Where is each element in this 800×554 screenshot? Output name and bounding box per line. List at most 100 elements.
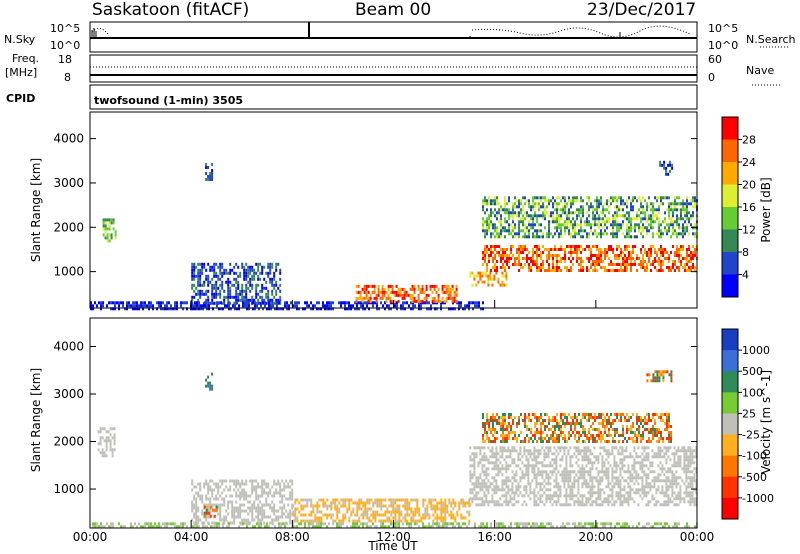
data-cell-region-4 xyxy=(410,519,413,523)
data-cell-region-7 xyxy=(488,217,490,221)
data-cell-region-3 xyxy=(254,307,256,311)
data-cell-region-2 xyxy=(283,494,286,498)
data-cell-region-2 xyxy=(191,265,194,269)
data-cell-region-5 xyxy=(587,446,590,450)
data-cell-region-3 xyxy=(430,304,432,308)
data-cell-region-6 xyxy=(570,428,572,431)
data-cell-region-5 xyxy=(573,470,576,474)
data-cell-region-2 xyxy=(237,479,240,483)
data-cell-region-5 xyxy=(679,485,682,489)
data-cell-region-7 xyxy=(528,199,530,203)
data-cell-region-7 xyxy=(572,211,574,215)
data-cell-region-5 xyxy=(595,491,598,495)
data-cell-region-2 xyxy=(275,488,278,492)
data-cell-region-4 xyxy=(322,501,325,505)
data-cell-region-6 xyxy=(508,266,510,269)
data-cell-region-5 xyxy=(555,491,558,495)
data-cell-region-5 xyxy=(583,473,586,477)
data-cell-region-5 xyxy=(563,485,566,489)
data-cell-region-5 xyxy=(683,464,686,468)
data-cell-region-6 xyxy=(552,257,554,260)
data-cell-region-2 xyxy=(273,274,276,278)
data-cell-region-3 xyxy=(202,307,204,311)
data-cell-region-5 xyxy=(547,449,550,453)
data-cell-region-4 xyxy=(360,498,363,502)
data-cell-region-2 xyxy=(231,521,234,525)
data-cell-region-2 xyxy=(251,512,254,516)
data-cell-region-5 xyxy=(549,482,552,486)
data-cell-region-5 xyxy=(623,455,626,459)
data-cell-region-2 xyxy=(219,277,222,281)
data-cell-region-6 xyxy=(644,269,646,272)
data-cell-region-7 xyxy=(564,205,566,209)
data-cell-region-4 xyxy=(362,501,365,505)
cpid-value: twofsound (1-min) 3505 xyxy=(94,94,243,107)
data-cell-region-7 xyxy=(528,232,530,236)
data-cell-region-5 xyxy=(645,452,648,456)
data-cell-region-4 xyxy=(409,293,412,297)
data-cell-region-3 xyxy=(140,304,142,308)
data-cell-region-7 xyxy=(528,214,530,218)
data-cell-region-3 xyxy=(114,304,116,308)
data-cell-region-5 xyxy=(555,482,558,486)
data-cell-region-7 xyxy=(684,220,686,224)
data-cell-region-6 xyxy=(656,251,658,254)
data-cell-region-5 xyxy=(557,494,560,498)
data-cell-region-5 xyxy=(545,500,548,504)
data-cell-region-6 xyxy=(518,263,520,266)
data-cell-region-2 xyxy=(249,500,252,504)
data-cell-region-5 xyxy=(617,485,620,489)
data-cell-region-6 xyxy=(486,248,488,251)
data-cell-region-7 xyxy=(598,223,600,227)
data-cell-region-4 xyxy=(404,519,407,523)
data-cell-region-6 xyxy=(512,419,514,422)
data-cell-region-7 xyxy=(634,226,636,230)
data-cell-region-2 xyxy=(241,292,244,296)
data-cell-region-5 xyxy=(625,446,628,450)
data-cell-region-7 xyxy=(486,223,488,227)
data-cell-region-6 xyxy=(630,254,632,257)
data-cell-region-7 xyxy=(548,199,550,203)
data-cell-region-2 xyxy=(281,479,284,483)
data-cell-region-2 xyxy=(271,262,274,266)
data-cell-region-4 xyxy=(314,516,317,520)
data-cell-region-5 xyxy=(533,446,536,450)
data-cell-region-2 xyxy=(199,488,202,492)
data-cell-region-4 xyxy=(408,501,411,505)
data-cell-region-5 xyxy=(493,461,496,465)
data-cell-region-5 xyxy=(477,446,480,450)
data-cell-region-4 xyxy=(398,498,401,502)
data-cell-region-2 xyxy=(203,292,206,296)
data-cell-region-4 xyxy=(365,284,368,288)
data-cell-region-6 xyxy=(606,269,608,272)
data-cell-region-6 xyxy=(624,263,626,266)
data-cell-region-4 xyxy=(425,293,428,297)
data-cell-region-3 xyxy=(148,304,150,308)
data-cell-region-5 xyxy=(565,476,568,480)
data-cell-region-2 xyxy=(213,292,216,296)
data-cell-region-3 xyxy=(384,301,386,305)
data-cell-region-5 xyxy=(601,479,604,483)
data-cell-region-7 xyxy=(694,235,696,239)
data-cell-region-6 xyxy=(662,260,664,263)
data-cell-region-6 xyxy=(680,248,682,251)
data-cell-region-2 xyxy=(251,274,254,278)
data-cell-region-7 xyxy=(594,217,596,221)
data-cell-region-5 xyxy=(549,446,552,450)
data-cell-region-2 xyxy=(241,298,244,302)
data-cell-region-6 xyxy=(500,440,502,443)
data-cell-region-6 xyxy=(556,413,558,416)
data-cell-region-6 xyxy=(552,269,554,272)
data-cell-region-7 xyxy=(620,226,622,230)
data-cell-region-7 xyxy=(616,205,618,209)
data-cell-region-6 xyxy=(526,248,528,251)
data-cell-region-5 xyxy=(489,271,492,275)
data-cell-region-5 xyxy=(687,449,690,453)
data-cell-region-4 xyxy=(376,510,379,514)
data-cell-region-5 xyxy=(665,485,668,489)
data-cell-region-5 xyxy=(653,503,656,507)
data-cell-region-5 xyxy=(685,464,688,468)
colorbar-tick-label: 12 xyxy=(742,224,756,237)
data-cell-region-5 xyxy=(539,473,542,477)
